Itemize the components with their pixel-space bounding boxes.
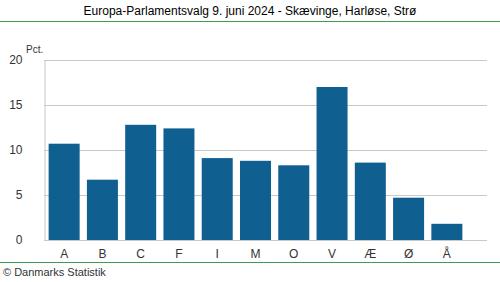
y-axis: 0 5 10 15 20 bbox=[9, 53, 45, 247]
y-tick: 15 bbox=[9, 98, 44, 112]
x-tick-label: C bbox=[136, 247, 145, 261]
bar bbox=[202, 158, 233, 240]
source: © Danmarks Statistik bbox=[3, 266, 106, 278]
bars bbox=[49, 87, 463, 240]
footer-rule bbox=[0, 262, 500, 263]
x-tick: A bbox=[60, 240, 68, 261]
y-axis-line bbox=[45, 61, 46, 241]
x-tick: Ø bbox=[404, 240, 413, 261]
title: Europa-Parlamentsvalg 9. juni 2024 - Skæ… bbox=[84, 4, 417, 18]
grid-line bbox=[44, 240, 487, 241]
grid-line bbox=[44, 150, 487, 151]
bar bbox=[125, 125, 156, 240]
bar bbox=[317, 87, 348, 240]
chart: Europa-Parlamentsvalg 9. juni 2024 - Skæ… bbox=[0, 0, 500, 282]
bar bbox=[393, 198, 424, 240]
y-tick-label: 5 bbox=[16, 188, 23, 202]
x-tick: I bbox=[216, 240, 219, 261]
y-axis-title: Pct. bbox=[26, 44, 43, 55]
y-tick: 20 bbox=[9, 53, 44, 67]
x-tick: O bbox=[289, 240, 298, 261]
y-tick-label: 0 bbox=[16, 233, 23, 247]
grid-line bbox=[44, 105, 487, 106]
x-tick-label: Ø bbox=[404, 247, 413, 261]
x-tick-label: O bbox=[289, 247, 298, 261]
x-tick-label: V bbox=[328, 247, 336, 261]
x-tick-label: A bbox=[60, 247, 68, 261]
x-axis: ABCFIMOVÆØÅ bbox=[60, 240, 451, 261]
bar bbox=[87, 180, 118, 240]
x-tick-label: Å bbox=[443, 246, 451, 261]
x-tick: Å bbox=[443, 240, 451, 261]
bar bbox=[431, 224, 462, 240]
x-tick-label: Æ bbox=[364, 247, 376, 261]
x-tick: M bbox=[251, 240, 261, 261]
y-tick: 10 bbox=[9, 143, 44, 157]
bar bbox=[278, 165, 309, 240]
x-tick: V bbox=[328, 240, 336, 261]
x-tick-label: M bbox=[251, 247, 261, 261]
y-tick: 5 bbox=[16, 188, 45, 202]
x-tick: C bbox=[136, 240, 145, 261]
x-tick: Æ bbox=[364, 240, 376, 261]
grid bbox=[44, 61, 487, 241]
bar bbox=[49, 144, 80, 240]
grid-line bbox=[44, 60, 487, 61]
x-tick: F bbox=[175, 240, 182, 261]
x-tick-label: F bbox=[175, 247, 182, 261]
x-tick: B bbox=[98, 240, 106, 261]
bar bbox=[240, 161, 271, 240]
x-tick-label: I bbox=[216, 247, 219, 261]
bar bbox=[355, 163, 386, 240]
y-tick-label: 20 bbox=[9, 53, 23, 67]
bar bbox=[163, 128, 194, 240]
y-tick-label: 15 bbox=[9, 98, 23, 112]
x-tick-label: B bbox=[98, 247, 106, 261]
title-rule bbox=[0, 21, 500, 22]
y-tick: 0 bbox=[16, 233, 45, 247]
y-tick-label: 10 bbox=[9, 143, 23, 157]
